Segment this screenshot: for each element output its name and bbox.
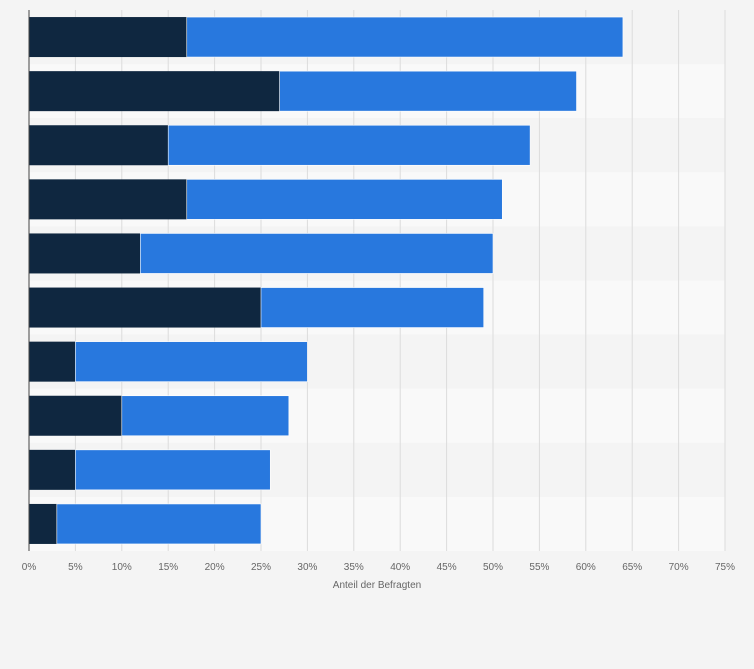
- bar-segment-blue: [186, 16, 624, 58]
- bar-segment-blue: [279, 70, 577, 112]
- bar-segment-dark: [29, 125, 169, 166]
- bar-segment-dark: [29, 17, 187, 58]
- bar-segment-dark: [29, 341, 76, 382]
- bar-segment-dark: [29, 449, 76, 490]
- bar-segment-blue: [121, 395, 290, 437]
- x-tick-label: 70%: [669, 562, 689, 573]
- x-tick-label: 5%: [68, 562, 83, 573]
- bar-segment-dark: [29, 287, 261, 328]
- bar-segment-dark: [29, 503, 57, 544]
- x-tick-label: 15%: [158, 562, 178, 573]
- bar-segment-blue: [75, 341, 308, 382]
- x-tick-label: 75%: [715, 562, 735, 573]
- x-axis-title: Anteil der Befragten: [333, 580, 421, 591]
- bar-segment-blue: [75, 449, 271, 491]
- x-tick-label: 30%: [297, 562, 317, 573]
- bar-segment-dark: [29, 71, 280, 112]
- x-tick-label: 35%: [344, 562, 364, 573]
- x-tick-label: 0%: [22, 562, 37, 573]
- x-tick-label: 50%: [483, 562, 503, 573]
- x-tick-label: 55%: [529, 562, 549, 573]
- x-tick-label: 65%: [622, 562, 642, 573]
- x-tick-label: 40%: [390, 562, 410, 573]
- bar-segment-blue: [186, 179, 503, 220]
- x-tick-label: 20%: [205, 562, 225, 573]
- x-tick-label: 45%: [437, 562, 457, 573]
- x-tick-label: 10%: [112, 562, 132, 573]
- bar-segment-blue: [140, 233, 494, 274]
- x-tick-label: 60%: [576, 562, 596, 573]
- x-tick-labels: 0% 5% 10% 15% 20% 25% 30% 35% 40% 45% 50% 55% 60% 65%…: [22, 562, 735, 573]
- bar-segment-blue: [167, 124, 531, 166]
- x-tick-label: 25%: [251, 562, 271, 573]
- bar-segment-dark: [29, 179, 187, 220]
- bars: [29, 16, 624, 545]
- bar-segment-dark: [29, 395, 122, 436]
- bar-segment-blue: [56, 503, 262, 545]
- bar-segment-dark: [29, 233, 141, 274]
- bar-segment-blue: [260, 287, 485, 328]
